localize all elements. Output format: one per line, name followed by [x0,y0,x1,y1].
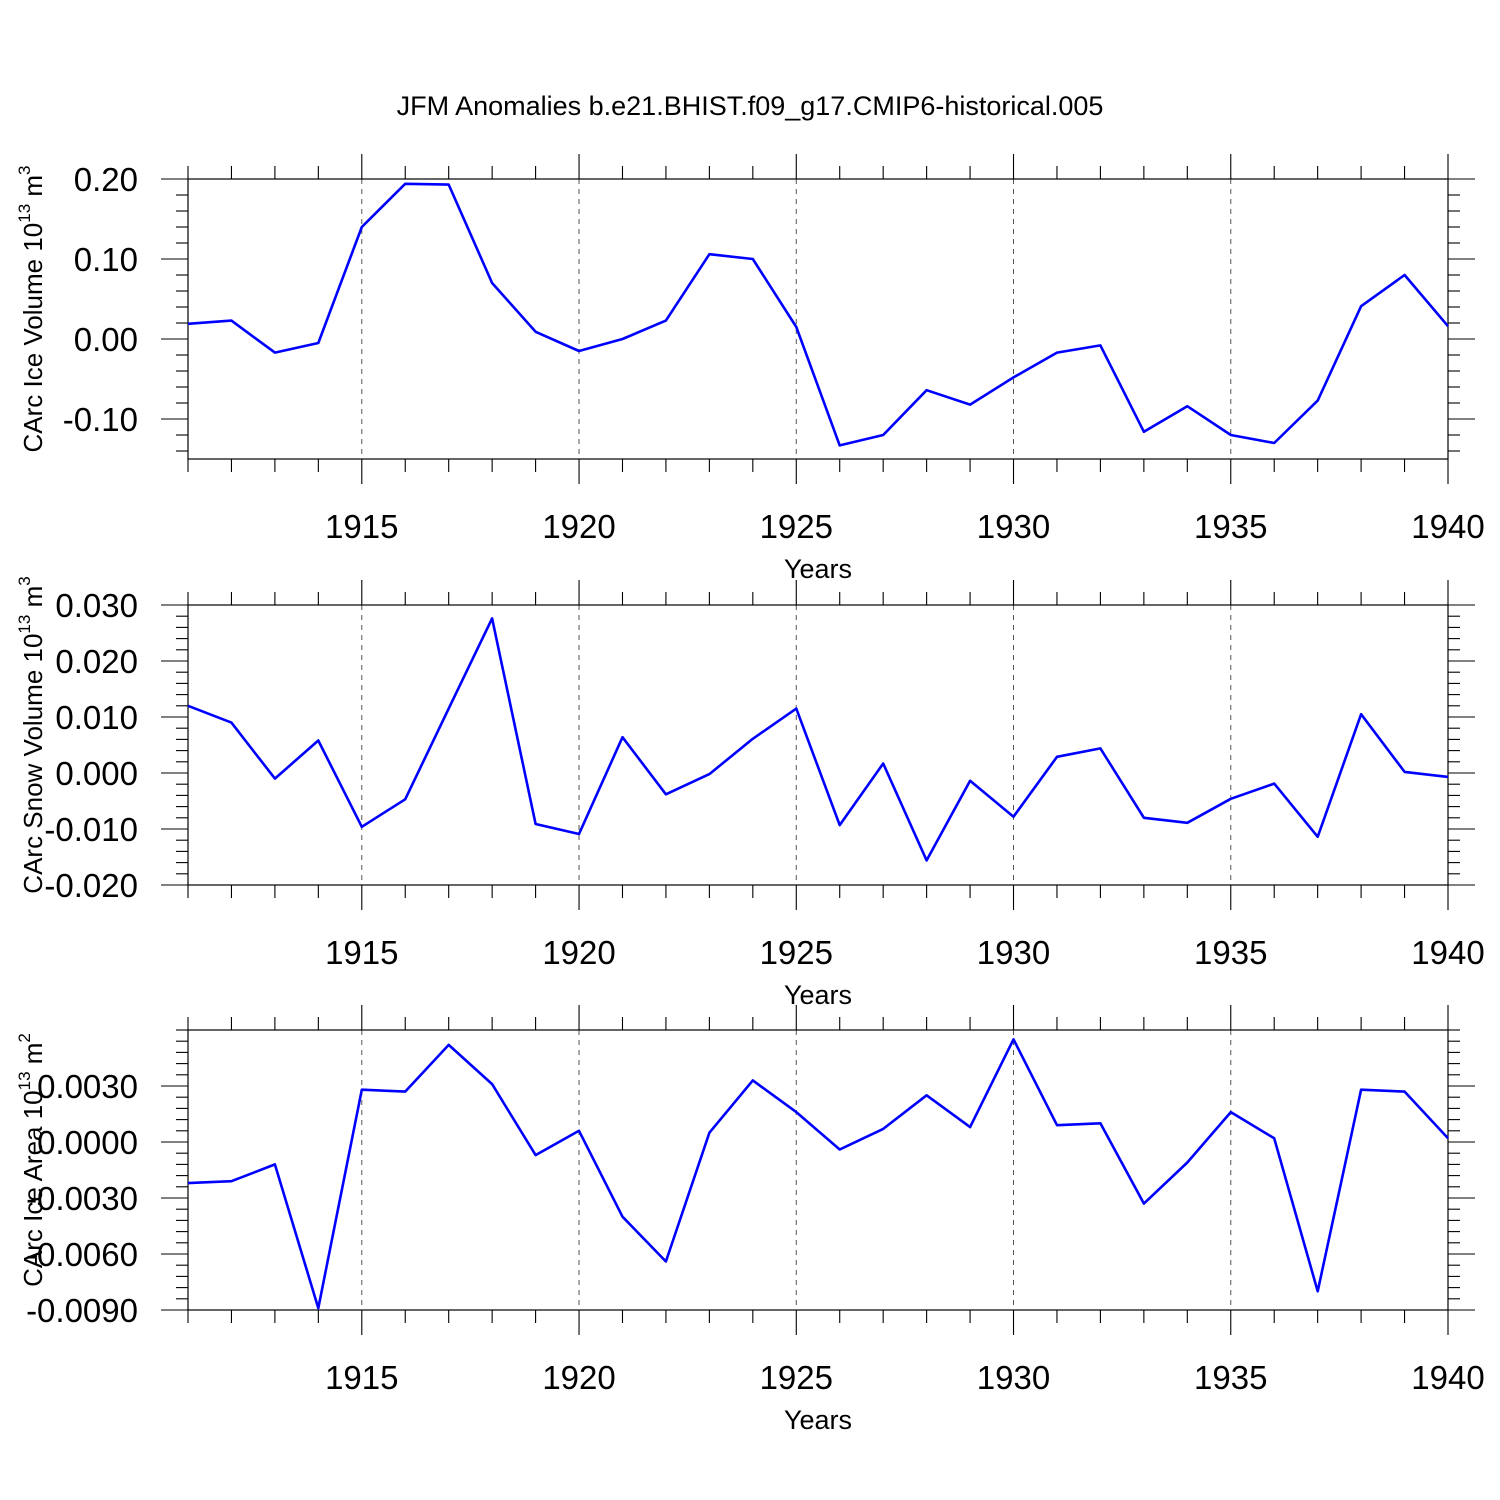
x-axis-label: Years [784,554,852,584]
x-tick-label: 1915 [325,934,398,971]
plot-frame [187,1029,1449,1311]
y-tick-label: -0.10 [63,401,138,438]
series-line-ice-area [187,1038,1449,1310]
y-tick-label: 0.000 [55,755,138,792]
plot-frame [187,604,1449,886]
chart-title: JFM Anomalies b.e21.BHIST.f09_g17.CMIP6-… [397,91,1104,121]
x-tick-label: 1920 [542,508,615,545]
y-tick-label: 0.0030 [37,1068,138,1105]
x-tick-label: 1920 [542,1359,615,1396]
y-tick-label: 0.20 [74,161,138,198]
y-tick-label: -0.0030 [26,1180,138,1217]
x-axis-label: Years [784,980,852,1010]
y-tick-label: 0.0000 [37,1124,138,1161]
y-tick-label: 0.00 [74,321,138,358]
x-tick-label: 1930 [977,508,1050,545]
x-tick-label: 1915 [325,508,398,545]
x-tick-label: 1925 [760,1359,833,1396]
y-tick-label: -0.020 [44,867,138,904]
x-tick-label: 1935 [1194,1359,1267,1396]
x-tick-label: 1930 [977,1359,1050,1396]
panel-snow-volume: -0.020 -0.010 0.000 0.010 0.020 0.030 1915 1920… [15,576,1485,1010]
x-tick-label: 1915 [325,1359,398,1396]
panel-ice-area: -0.0090 -0.0060 -0.0030 0.0000 0.0030 1915 192… [15,1005,1485,1435]
y-tick-label: 0.030 [55,587,138,624]
series-line-ice-volume [187,182,1449,447]
x-axis-label: Years [784,1405,852,1435]
x-tick-label: 1940 [1411,508,1484,545]
y-tick-label: 0.010 [55,699,138,736]
x-tick-label: 1920 [542,934,615,971]
x-tick-label: 1935 [1194,934,1267,971]
plot-frame [187,178,1449,460]
y-tick-label: -0.0090 [26,1292,138,1329]
x-tick-label: 1925 [760,508,833,545]
y-tick-label: 0.020 [55,643,138,680]
y-axis-label: CArc Ice Area 1013 m2 [15,1033,48,1287]
y-axis-label: CArc Snow Volume 1013 m3 [15,576,48,893]
y-tick-label: -0.010 [44,811,138,848]
x-tick-label: 1935 [1194,508,1267,545]
x-tick-label: 1940 [1411,934,1484,971]
x-tick-label: 1930 [977,934,1050,971]
series-line-snow-volume [187,617,1449,862]
panel-ice-volume: -0.10 0.00 0.10 0.20 1915 1920 1925 1930 1935 194… [15,154,1485,584]
y-tick-label: -0.0060 [26,1236,138,1273]
y-tick-label: 0.10 [74,241,138,278]
y-axis-label: CArc Ice Volume 1013 m3 [15,165,48,452]
x-tick-label: 1925 [760,934,833,971]
x-tick-label: 1940 [1411,1359,1484,1396]
